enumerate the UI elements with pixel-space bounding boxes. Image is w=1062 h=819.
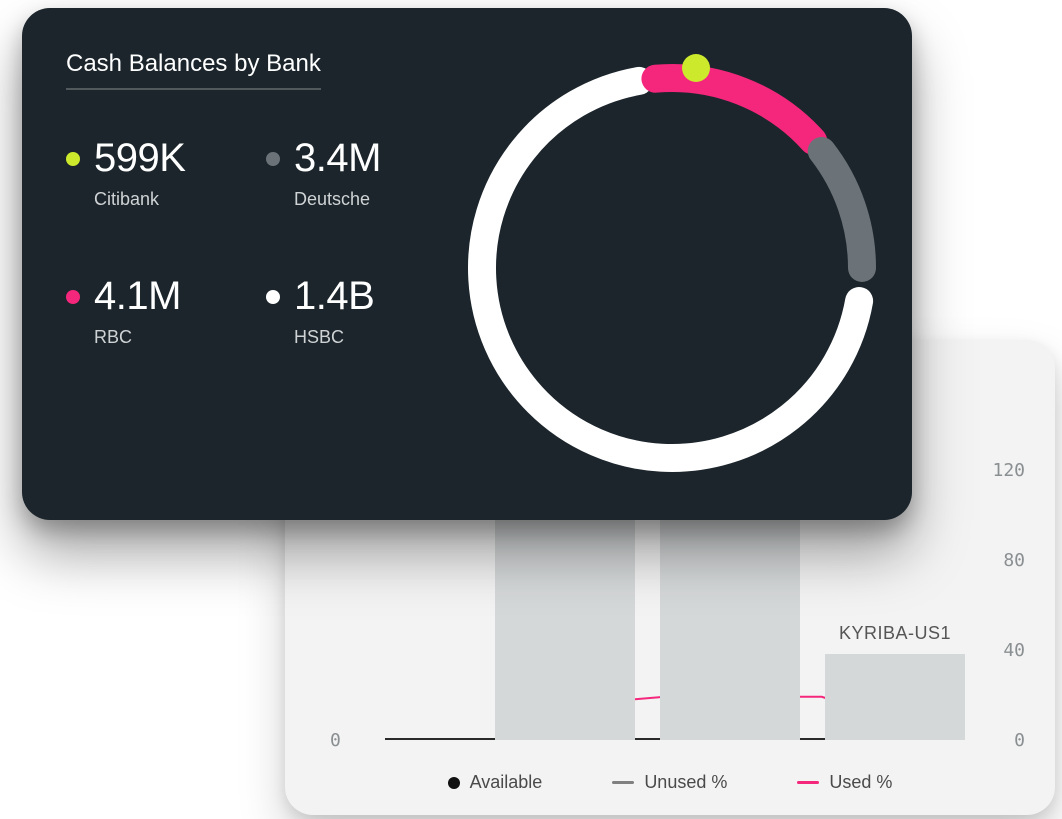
- stat-value-citibank: 599K: [94, 136, 185, 181]
- stat-label-rbc: RBC: [94, 327, 256, 348]
- legend-item: Unused %: [612, 772, 727, 793]
- legend-label: Unused %: [644, 772, 727, 793]
- legend-item: Available: [448, 772, 543, 793]
- cash-balances-card: Cash Balances by Bank 599K Citibank 3.4M…: [22, 8, 912, 520]
- stat-label-hsbc: HSBC: [294, 327, 456, 348]
- stat-grid: 599K Citibank 3.4M Deutsche 4.1M RBC: [66, 136, 456, 348]
- stat-dot-rbc: [66, 290, 80, 304]
- y-right-tick: 80: [1003, 550, 1025, 571]
- donut-svg: [452, 48, 892, 488]
- bar-0: [495, 517, 635, 740]
- bar-2: [825, 654, 965, 740]
- legend-label: Available: [470, 772, 543, 793]
- stat-value-hsbc: 1.4B: [294, 274, 374, 319]
- legend-label: Used %: [829, 772, 892, 793]
- legend-dash-icon: [612, 781, 634, 784]
- stat-hsbc: 1.4B HSBC: [266, 274, 456, 348]
- y-right-tick: 40: [1003, 640, 1025, 661]
- bar-label-2: KYRIBA-US1: [839, 623, 951, 644]
- stat-value-deutsche: 3.4M: [294, 136, 381, 181]
- donut-chart: [452, 48, 892, 488]
- stat-label-citibank: Citibank: [94, 189, 256, 210]
- legend-dot-icon: [448, 777, 460, 789]
- stat-deutsche: 3.4M Deutsche: [266, 136, 456, 210]
- stat-citibank: 599K Citibank: [66, 136, 256, 210]
- donut-accent-dot: [682, 54, 710, 82]
- y-right-tick: 120: [992, 460, 1025, 481]
- donut-seg-deutsche: [822, 151, 862, 268]
- bar-legend: Available Unused % Used %: [285, 772, 1055, 793]
- legend-item: Used %: [797, 772, 892, 793]
- legend-dash-icon: [797, 781, 819, 784]
- y-left-tick: 0: [330, 730, 341, 751]
- stat-label-deutsche: Deutsche: [294, 189, 456, 210]
- stat-dot-hsbc: [266, 290, 280, 304]
- stat-rbc: 4.1M RBC: [66, 274, 256, 348]
- stat-dot-citibank: [66, 152, 80, 166]
- y-right-tick: 0: [1014, 730, 1025, 751]
- card-title: Cash Balances by Bank: [66, 50, 321, 90]
- stat-dot-deutsche: [266, 152, 280, 166]
- stat-value-rbc: 4.1M: [94, 274, 181, 319]
- donut-seg-rbc: [655, 78, 813, 141]
